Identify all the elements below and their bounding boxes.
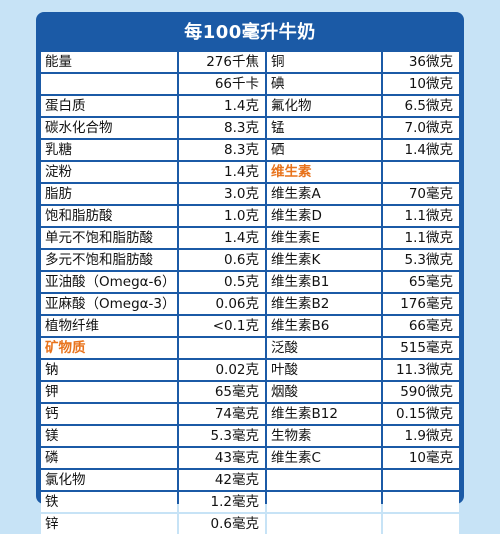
right-nutrient-name: 维生素B2	[267, 294, 381, 314]
left-nutrient-value: 3.0克	[179, 184, 265, 204]
right-nutrient-value	[383, 492, 459, 512]
left-nutrient-value: 5.3毫克	[179, 426, 265, 446]
left-nutrient-value: 65毫克	[179, 382, 265, 402]
left-nutrient-name: 锌	[41, 514, 177, 534]
left-nutrient-value: <0.1克	[179, 316, 265, 336]
right-nutrient-name: 泛酸	[267, 338, 381, 358]
left-nutrient-name: 淀粉	[41, 162, 177, 182]
right-nutrient-name: 维生素B6	[267, 316, 381, 336]
left-nutrient-value: 8.3克	[179, 118, 265, 138]
left-nutrient-value: 1.0克	[179, 206, 265, 226]
right-nutrient-value: 1.9微克	[383, 426, 459, 446]
left-nutrient-name: 亚麻酸（Omegα-3）	[41, 294, 177, 314]
right-nutrient-name	[267, 514, 381, 534]
left-nutrient-name: 能量	[41, 52, 177, 72]
left-nutrient-name: 植物纤维	[41, 316, 177, 336]
left-nutrient-value: 0.06克	[179, 294, 265, 314]
left-nutrient-name: 饱和脂肪酸	[41, 206, 177, 226]
right-nutrient-name	[267, 470, 381, 490]
left-nutrient-value	[179, 338, 265, 358]
left-nutrient-name: 多元不饱和脂肪酸	[41, 250, 177, 270]
right-nutrient-value: 7.0微克	[383, 118, 459, 138]
right-nutrient-value	[383, 162, 459, 182]
left-nutrient-value: 66千卡	[179, 74, 265, 94]
left-nutrient-name: 磷	[41, 448, 177, 468]
left-nutrient-name: 钾	[41, 382, 177, 402]
left-nutrient-value: 0.02克	[179, 360, 265, 380]
left-nutrient-name: 矿物质	[41, 338, 177, 358]
left-nutrient-name: 乳糖	[41, 140, 177, 160]
right-nutrient-value: 66毫克	[383, 316, 459, 336]
right-nutrient-value: 1.1微克	[383, 206, 459, 226]
right-nutrient-name: 维生素C	[267, 448, 381, 468]
left-nutrient-value: 0.5克	[179, 272, 265, 292]
right-nutrient-name: 铜	[267, 52, 381, 72]
right-nutrient-value: 1.4微克	[383, 140, 459, 160]
left-nutrient-name: 碳水化合物	[41, 118, 177, 138]
left-nutrient-name: 亚油酸（Omegα-6）	[41, 272, 177, 292]
left-nutrient-name: 蛋白质	[41, 96, 177, 116]
right-nutrient-value: 5.3微克	[383, 250, 459, 270]
right-nutrient-name: 烟酸	[267, 382, 381, 402]
left-nutrient-name: 单元不饱和脂肪酸	[41, 228, 177, 248]
left-nutrient-name: 脂肪	[41, 184, 177, 204]
left-nutrient-name: 钙	[41, 404, 177, 424]
left-nutrient-value: 1.4克	[179, 228, 265, 248]
nutrition-grid: 能量 276千焦铜 36微克 66千卡碘 10微克 蛋白质 1.4克 氟化物 6.5微克 碳水化合…	[41, 52, 459, 534]
table-title: 每100毫升牛奶	[184, 22, 316, 43]
left-nutrient-value: 74毫克	[179, 404, 265, 424]
left-nutrient-name	[41, 74, 177, 94]
right-nutrient-name: 维生素A	[267, 184, 381, 204]
left-nutrient-value: 8.3克	[179, 140, 265, 160]
right-nutrient-value	[383, 514, 459, 534]
right-nutrient-value: 0.15微克	[383, 404, 459, 424]
right-nutrient-name: 氟化物	[267, 96, 381, 116]
left-nutrient-value: 0.6克	[179, 250, 265, 270]
left-nutrient-value: 43毫克	[179, 448, 265, 468]
left-nutrient-name: 铁	[41, 492, 177, 512]
right-nutrient-name: 维生素B1	[267, 272, 381, 292]
right-nutrient-value: 10毫克	[383, 448, 459, 468]
right-nutrient-name: 锰	[267, 118, 381, 138]
right-nutrient-name	[267, 492, 381, 512]
left-nutrient-name: 镁	[41, 426, 177, 446]
left-nutrient-value: 42毫克	[179, 470, 265, 490]
left-nutrient-name: 钠	[41, 360, 177, 380]
right-nutrient-value: 65毫克	[383, 272, 459, 292]
right-nutrient-value: 515毫克	[383, 338, 459, 358]
right-nutrient-name: 维生素D	[267, 206, 381, 226]
right-nutrient-name: 维生素K	[267, 250, 381, 270]
left-nutrient-value: 276千焦	[179, 52, 265, 72]
left-nutrient-value: 1.4克	[179, 96, 265, 116]
right-nutrient-name: 硒	[267, 140, 381, 160]
right-nutrient-name: 生物素	[267, 426, 381, 446]
right-nutrient-value: 36微克	[383, 52, 459, 72]
right-nutrient-name: 维生素	[267, 162, 381, 182]
left-nutrient-value: 1.2毫克	[179, 492, 265, 512]
right-nutrient-value: 1.1微克	[383, 228, 459, 248]
right-nutrient-value: 6.5微克	[383, 96, 459, 116]
left-nutrient-name: 氯化物	[41, 470, 177, 490]
right-nutrient-value: 70毫克	[383, 184, 459, 204]
nutrition-table: 每100毫升牛奶 能量 276千焦铜 36微克 66千卡碘 10微克 蛋白质 1.4克 氟化物…	[36, 12, 464, 534]
left-nutrient-value: 0.6毫克	[179, 514, 265, 534]
right-nutrient-value: 11.3微克	[383, 360, 459, 380]
right-nutrient-value: 590微克	[383, 382, 459, 402]
right-nutrient-value: 10微克	[383, 74, 459, 94]
right-nutrient-name: 叶酸	[267, 360, 381, 380]
right-nutrient-value	[383, 470, 459, 490]
right-nutrient-value: 176毫克	[383, 294, 459, 314]
right-nutrient-name: 维生素B12	[267, 404, 381, 424]
right-nutrient-name: 碘	[267, 74, 381, 94]
right-nutrient-name: 维生素E	[267, 228, 381, 248]
left-nutrient-value: 1.4克	[179, 162, 265, 182]
